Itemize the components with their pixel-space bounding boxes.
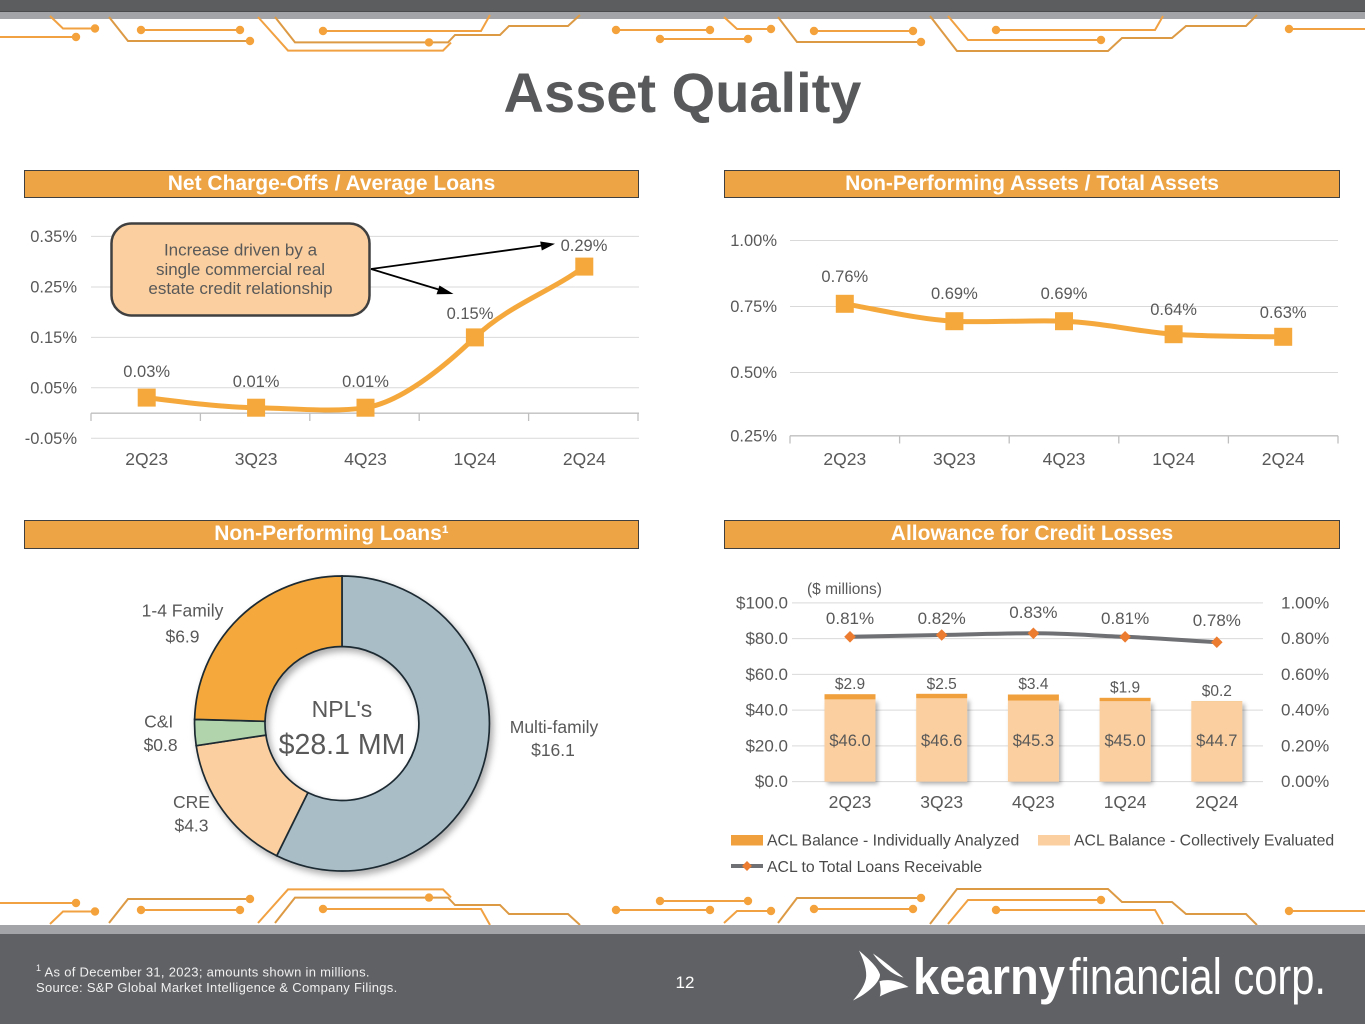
svg-text:financial corp.: financial corp. (1069, 948, 1326, 1005)
svg-text:0.69%: 0.69% (1041, 285, 1088, 303)
svg-text:0.81%: 0.81% (1101, 609, 1149, 628)
svg-text:-0.05%: -0.05% (25, 430, 78, 448)
svg-text:$45.3: $45.3 (1013, 732, 1054, 750)
svg-text:4Q23: 4Q23 (344, 449, 387, 469)
svg-text:0.40%: 0.40% (1281, 701, 1329, 720)
svg-text:single commercial real: single commercial real (156, 260, 325, 279)
svg-text:$28.1 MM: $28.1 MM (279, 729, 406, 761)
svg-text:2Q23: 2Q23 (829, 792, 872, 812)
svg-text:0.82%: 0.82% (918, 609, 966, 628)
svg-text:4Q23: 4Q23 (1012, 792, 1055, 812)
svg-text:1Q24: 1Q24 (453, 449, 496, 469)
svg-text:0.01%: 0.01% (233, 373, 280, 391)
svg-text:$0.0: $0.0 (755, 772, 788, 791)
svg-text:Multi-family: Multi-family (510, 717, 599, 737)
svg-text:CRE: CRE (173, 792, 210, 812)
svg-text:$100.0: $100.0 (736, 593, 788, 612)
svg-text:($ millions): ($ millions) (807, 581, 882, 598)
svg-text:Increase driven by a: Increase driven by a (164, 241, 318, 260)
svg-text:0.76%: 0.76% (821, 268, 868, 286)
svg-text:1.00%: 1.00% (730, 232, 777, 250)
svg-text:$45.0: $45.0 (1104, 732, 1145, 750)
svg-text:3Q23: 3Q23 (920, 792, 963, 812)
svg-text:0.20%: 0.20% (1281, 736, 1329, 755)
svg-text:$44.7: $44.7 (1196, 732, 1237, 750)
svg-text:0.15%: 0.15% (30, 329, 77, 347)
svg-text:1Q24: 1Q24 (1104, 792, 1147, 812)
svg-text:kearny: kearny (913, 948, 1066, 1005)
svg-text:0.63%: 0.63% (1260, 304, 1307, 322)
svg-text:$6.9: $6.9 (165, 627, 199, 647)
svg-text:1-4 Family: 1-4 Family (142, 601, 224, 621)
svg-text:1Q24: 1Q24 (1152, 449, 1195, 469)
svg-text:0.60%: 0.60% (1281, 665, 1329, 684)
svg-text:$46.0: $46.0 (829, 732, 870, 750)
svg-text:2Q24: 2Q24 (563, 449, 606, 469)
svg-text:$3.4: $3.4 (1018, 676, 1049, 693)
svg-text:2Q24: 2Q24 (1195, 792, 1238, 812)
svg-text:NPL's: NPL's (312, 696, 373, 722)
svg-text:ACL Balance - Individually Ana: ACL Balance - Individually Analyzed (767, 833, 1019, 850)
svg-text:0.29%: 0.29% (561, 237, 608, 255)
svg-text:0.64%: 0.64% (1150, 301, 1197, 319)
svg-text:0.01%: 0.01% (342, 373, 389, 391)
svg-text:1.00%: 1.00% (1281, 593, 1329, 612)
svg-text:$80.0: $80.0 (745, 629, 788, 648)
svg-text:0.15%: 0.15% (447, 305, 494, 323)
svg-text:3Q23: 3Q23 (235, 449, 278, 469)
svg-text:0.25%: 0.25% (730, 427, 777, 445)
svg-text:C&I: C&I (144, 712, 173, 732)
svg-text:$16.1: $16.1 (531, 740, 575, 760)
svg-text:0.00%: 0.00% (1281, 772, 1329, 791)
svg-text:0.75%: 0.75% (730, 298, 777, 316)
svg-text:ACL to Total Loans Receivable: ACL to Total Loans Receivable (767, 859, 982, 876)
svg-text:estate credit relationship: estate credit relationship (148, 279, 332, 298)
svg-text:0.78%: 0.78% (1193, 611, 1241, 630)
svg-text:2Q23: 2Q23 (125, 449, 168, 469)
svg-text:2Q24: 2Q24 (1262, 449, 1305, 469)
svg-text:0.69%: 0.69% (931, 285, 978, 303)
svg-text:0.80%: 0.80% (1281, 629, 1329, 648)
svg-text:$20.0: $20.0 (745, 736, 788, 755)
svg-text:$0.2: $0.2 (1202, 683, 1232, 700)
svg-text:0.35%: 0.35% (30, 228, 77, 246)
svg-text:0.81%: 0.81% (826, 609, 874, 628)
svg-text:$1.9: $1.9 (1110, 680, 1140, 697)
svg-text:0.50%: 0.50% (730, 364, 777, 382)
svg-text:$4.3: $4.3 (174, 816, 208, 836)
svg-text:$40.0: $40.0 (745, 701, 788, 720)
svg-text:0.05%: 0.05% (30, 380, 77, 398)
svg-text:4Q23: 4Q23 (1043, 449, 1086, 469)
svg-text:3Q23: 3Q23 (933, 449, 976, 469)
svg-text:ACL Balance - Collectively Eva: ACL Balance - Collectively Evaluated (1074, 833, 1334, 850)
svg-text:$0.8: $0.8 (144, 735, 178, 755)
svg-text:$60.0: $60.0 (745, 665, 788, 684)
svg-text:$2.9: $2.9 (835, 676, 865, 693)
svg-text:2Q23: 2Q23 (823, 449, 866, 469)
svg-text:$46.6: $46.6 (921, 732, 962, 750)
svg-text:$2.5: $2.5 (927, 676, 957, 693)
svg-text:0.83%: 0.83% (1009, 603, 1057, 622)
svg-text:0.25%: 0.25% (30, 279, 77, 297)
svg-text:0.03%: 0.03% (123, 363, 170, 381)
